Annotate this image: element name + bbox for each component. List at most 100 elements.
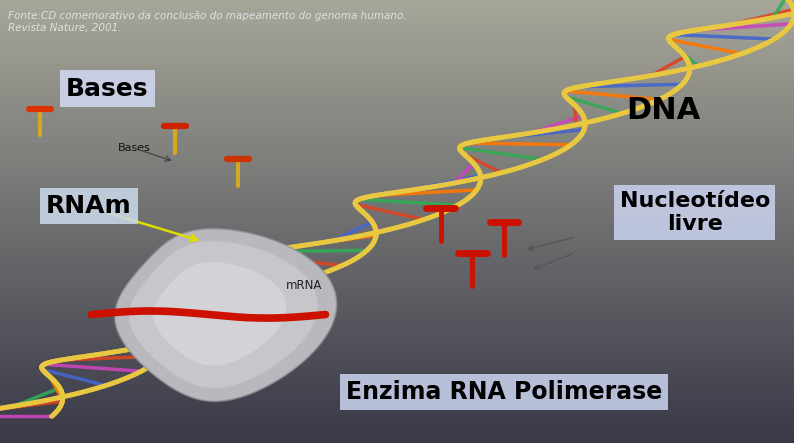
Bar: [0, 280, 794, 282]
Bar: [0, 394, 794, 396]
Bar: [0, 247, 794, 248]
Bar: [0, 229, 794, 230]
Bar: [0, 418, 794, 420]
Bar: [0, 8, 794, 9]
Bar: [0, 52, 794, 53]
Bar: [0, 58, 794, 59]
Bar: [0, 210, 794, 211]
Bar: [0, 325, 794, 326]
Bar: [0, 117, 794, 118]
Bar: [0, 46, 794, 47]
Bar: [0, 381, 794, 382]
Bar: [0, 154, 794, 155]
Bar: [0, 297, 794, 298]
Bar: [0, 217, 794, 218]
Bar: [0, 139, 794, 140]
Bar: [0, 177, 794, 179]
Bar: [0, 307, 794, 309]
Bar: [0, 318, 794, 319]
Bar: [0, 372, 794, 373]
Bar: [0, 287, 794, 288]
Bar: [0, 242, 794, 244]
Bar: [0, 40, 794, 41]
Bar: [0, 320, 794, 322]
Bar: [0, 251, 794, 253]
Bar: [0, 54, 794, 56]
Bar: [0, 341, 794, 342]
Bar: [0, 127, 794, 128]
Bar: [0, 322, 794, 323]
Bar: [0, 158, 794, 159]
Bar: [0, 403, 794, 404]
Bar: [0, 384, 794, 385]
Bar: [0, 192, 794, 194]
Bar: [0, 301, 794, 303]
Bar: [0, 99, 794, 101]
Bar: [0, 186, 794, 187]
Bar: [0, 315, 794, 316]
Bar: [0, 130, 794, 132]
Bar: [0, 351, 794, 353]
Bar: [0, 123, 794, 124]
Bar: [0, 112, 794, 114]
Bar: [0, 34, 794, 35]
Bar: [0, 244, 794, 245]
Bar: [0, 433, 794, 434]
Bar: [0, 159, 794, 161]
Bar: [0, 294, 794, 295]
Bar: [0, 390, 794, 391]
Bar: [0, 53, 794, 54]
Text: Fonte:CD comemorativo da conclusão do mapeamento do genoma humano.
Revista Natur: Fonte:CD comemorativo da conclusão do ma…: [8, 11, 407, 33]
Bar: [0, 258, 794, 260]
Bar: [0, 232, 794, 233]
Bar: [0, 97, 794, 99]
Bar: [0, 340, 794, 341]
Bar: [0, 279, 794, 280]
Bar: [0, 393, 794, 394]
Bar: [0, 25, 794, 27]
Bar: [0, 35, 794, 37]
Bar: [0, 400, 794, 402]
Bar: [0, 194, 794, 195]
Bar: [0, 316, 794, 318]
Bar: [0, 266, 794, 267]
Bar: [0, 309, 794, 310]
Bar: [0, 428, 794, 430]
Bar: [0, 329, 794, 331]
Bar: [0, 304, 794, 306]
Bar: [0, 303, 794, 304]
Bar: [0, 137, 794, 139]
Bar: [0, 118, 794, 120]
Bar: [0, 416, 794, 418]
Bar: [0, 313, 794, 315]
Bar: [0, 310, 794, 311]
Bar: [0, 15, 794, 16]
Bar: [0, 163, 794, 164]
Bar: [0, 115, 794, 117]
Bar: [0, 0, 794, 1]
Bar: [0, 211, 794, 213]
Bar: [0, 368, 794, 369]
Bar: [0, 415, 794, 416]
Bar: [0, 409, 794, 411]
Bar: [0, 161, 794, 163]
Bar: [0, 425, 794, 427]
PathPatch shape: [115, 229, 337, 401]
Bar: [0, 71, 794, 72]
Bar: [0, 430, 794, 431]
Bar: [0, 338, 794, 340]
Bar: [0, 363, 794, 365]
Bar: [0, 187, 794, 189]
Bar: [0, 254, 794, 256]
Bar: [0, 168, 794, 170]
Bar: [0, 205, 794, 207]
Bar: [0, 402, 794, 403]
Bar: [0, 207, 794, 208]
Bar: [0, 109, 794, 111]
Bar: [0, 106, 794, 108]
Bar: [0, 257, 794, 258]
Bar: [0, 437, 794, 439]
Bar: [0, 37, 794, 39]
Bar: [0, 61, 794, 62]
Bar: [0, 59, 794, 61]
